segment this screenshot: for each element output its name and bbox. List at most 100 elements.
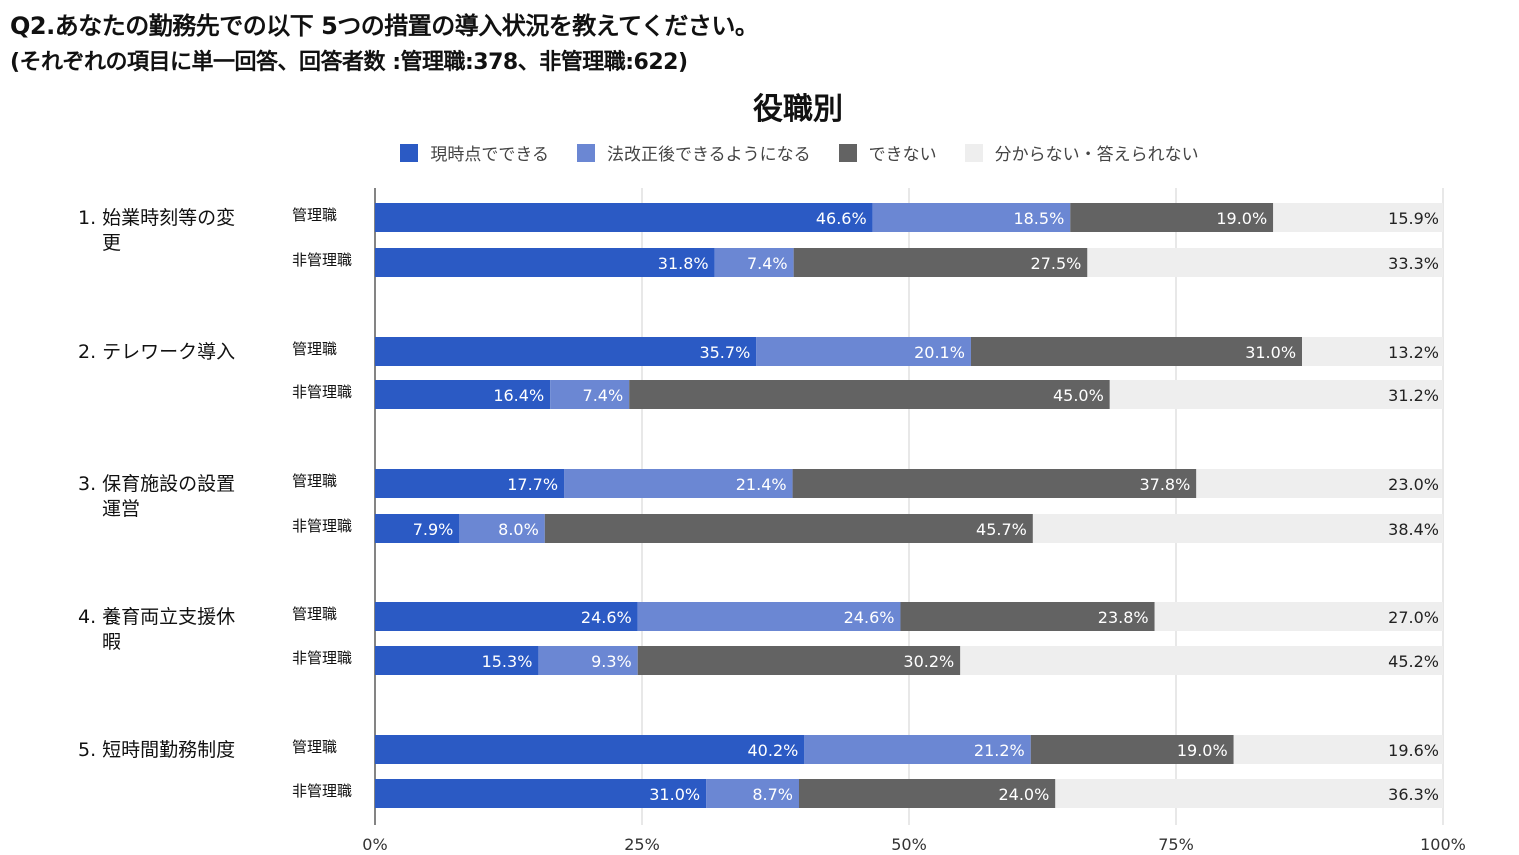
chart-title: 役職別 (753, 92, 843, 127)
data-label: 38.4% (1388, 520, 1439, 539)
data-label: 9.3% (591, 652, 632, 671)
data-label: 8.0% (498, 520, 539, 539)
legend-swatch-now (400, 143, 419, 162)
bar-segment-after-revision (804, 735, 1031, 764)
data-label: 13.2% (1388, 343, 1439, 362)
bar-segment-now (375, 380, 551, 409)
bar-segment-after-revision (550, 380, 630, 409)
group-label: 管理職 (292, 738, 337, 756)
group-label: 非管理職 (292, 517, 352, 535)
bar-segment-after-revision (459, 514, 545, 543)
data-label: 24.6% (844, 608, 895, 627)
legend-label-after-revision: 法改正後できるようになる (607, 145, 811, 165)
bar-segment-unknown (960, 646, 1443, 675)
bar-segment-unknown (1032, 514, 1443, 543)
x-tick-label: 25% (624, 835, 660, 854)
bar-segment-cannot (792, 469, 1197, 498)
data-label: 19.0% (1216, 209, 1267, 228)
x-tick-label: 75% (1158, 835, 1194, 854)
bar-segment-after-revision (538, 646, 638, 675)
bar-segment-now (375, 602, 638, 631)
data-label: 31.0% (649, 785, 700, 804)
x-tick-label: 100% (1420, 835, 1466, 854)
data-label: 24.6% (581, 608, 632, 627)
bar-segment-cannot (900, 602, 1155, 631)
bar-segment-now (375, 469, 565, 498)
data-label: 20.1% (914, 343, 965, 362)
data-label: 19.6% (1388, 741, 1439, 760)
bar-segment-now (375, 779, 707, 808)
data-label: 27.5% (1031, 254, 1082, 273)
data-label: 7.9% (413, 520, 454, 539)
data-label: 46.6% (816, 209, 867, 228)
x-tick-label: 0% (362, 835, 387, 854)
legend-swatch-after-revision (577, 143, 595, 162)
group-label: 管理職 (292, 472, 337, 490)
data-label: 7.4% (583, 386, 624, 405)
data-label: 31.0% (1245, 343, 1296, 362)
bar-segment-unknown (1233, 735, 1443, 764)
question-title: Q2.あなたの勤務先での以下 5つの措置の導入状況を教えてください。 (10, 12, 759, 40)
question-subtitle: (それぞれの項目に単一回答、回答者数 :管理職:378、非管理職:622) (10, 50, 688, 75)
data-label: 27.0% (1388, 608, 1439, 627)
bar-segment-cannot (1030, 735, 1234, 764)
category-label: 4. 養育両立支援休暇 (78, 606, 235, 653)
bar-segment-now (375, 735, 805, 764)
data-label: 33.3% (1388, 254, 1439, 273)
data-label: 31.8% (658, 254, 709, 273)
bar-segment-unknown (1196, 469, 1442, 498)
legend-item-cannot: できない (838, 140, 937, 165)
data-label: 45.2% (1388, 652, 1439, 671)
group-label: 非管理職 (292, 383, 352, 401)
data-label: 8.7% (752, 785, 793, 804)
legend-label-now: 現時点でできる (430, 145, 549, 165)
bar-segment-after-revision (564, 469, 793, 498)
bar-segment-now (375, 646, 539, 675)
bar-segment-unknown (1273, 203, 1443, 232)
bar-segment-cannot (793, 248, 1088, 277)
bar-segment-after-revision (756, 337, 971, 366)
category-label: 5. 短時間勤務制度 (78, 739, 235, 761)
data-label: 15.9% (1388, 209, 1439, 228)
data-label: 45.0% (1053, 386, 1104, 405)
data-label: 21.4% (736, 475, 787, 494)
bar-segment-unknown (1302, 337, 1443, 366)
data-label: 40.2% (748, 741, 799, 760)
data-label: 24.0% (998, 785, 1049, 804)
data-label: 17.7% (507, 475, 558, 494)
legend-label-cannot: できない (868, 145, 937, 165)
bar-segment-unknown (1087, 248, 1443, 277)
group-label: 非管理職 (292, 649, 352, 667)
bar-segment-cannot (637, 646, 961, 675)
bar-segment-now (375, 337, 757, 366)
bar-segment-after-revision (706, 779, 799, 808)
bar-segment-now (375, 203, 873, 232)
bar-segment-after-revision (872, 203, 1071, 232)
data-label: 21.2% (974, 741, 1025, 760)
data-label: 36.3% (1388, 785, 1439, 804)
legend-swatch-cannot (838, 143, 857, 162)
bar-segment-cannot (544, 514, 1033, 543)
data-label: 30.2% (903, 652, 954, 671)
data-label: 35.7% (699, 343, 750, 362)
legend-item-now: 現時点でできる (400, 140, 549, 165)
bar-segment-cannot (629, 380, 1110, 409)
data-label: 15.3% (482, 652, 533, 671)
data-label: 16.4% (493, 386, 544, 405)
bar-segment-cannot (970, 337, 1303, 366)
data-label: 23.8% (1098, 608, 1149, 627)
bar-segment-unknown (1055, 779, 1443, 808)
bar-segment-now (375, 248, 715, 277)
bar-segment-unknown (1109, 380, 1443, 409)
data-label: 45.7% (976, 520, 1027, 539)
bar-segment-after-revision (637, 602, 901, 631)
category-label: 3. 保育施設の設置運営 (78, 473, 235, 520)
category-label: 1. 始業時刻等の変更 (78, 207, 235, 254)
data-label: 31.2% (1388, 386, 1439, 405)
bar-segment-cannot (798, 779, 1056, 808)
legend-item-unknown: 分からない・答えられない (964, 140, 1199, 165)
legend-item-after-revision: 法改正後できるようになる (577, 140, 811, 165)
bar-segment-now (375, 514, 460, 543)
group-label: 非管理職 (292, 251, 352, 269)
data-label: 18.5% (1013, 209, 1064, 228)
